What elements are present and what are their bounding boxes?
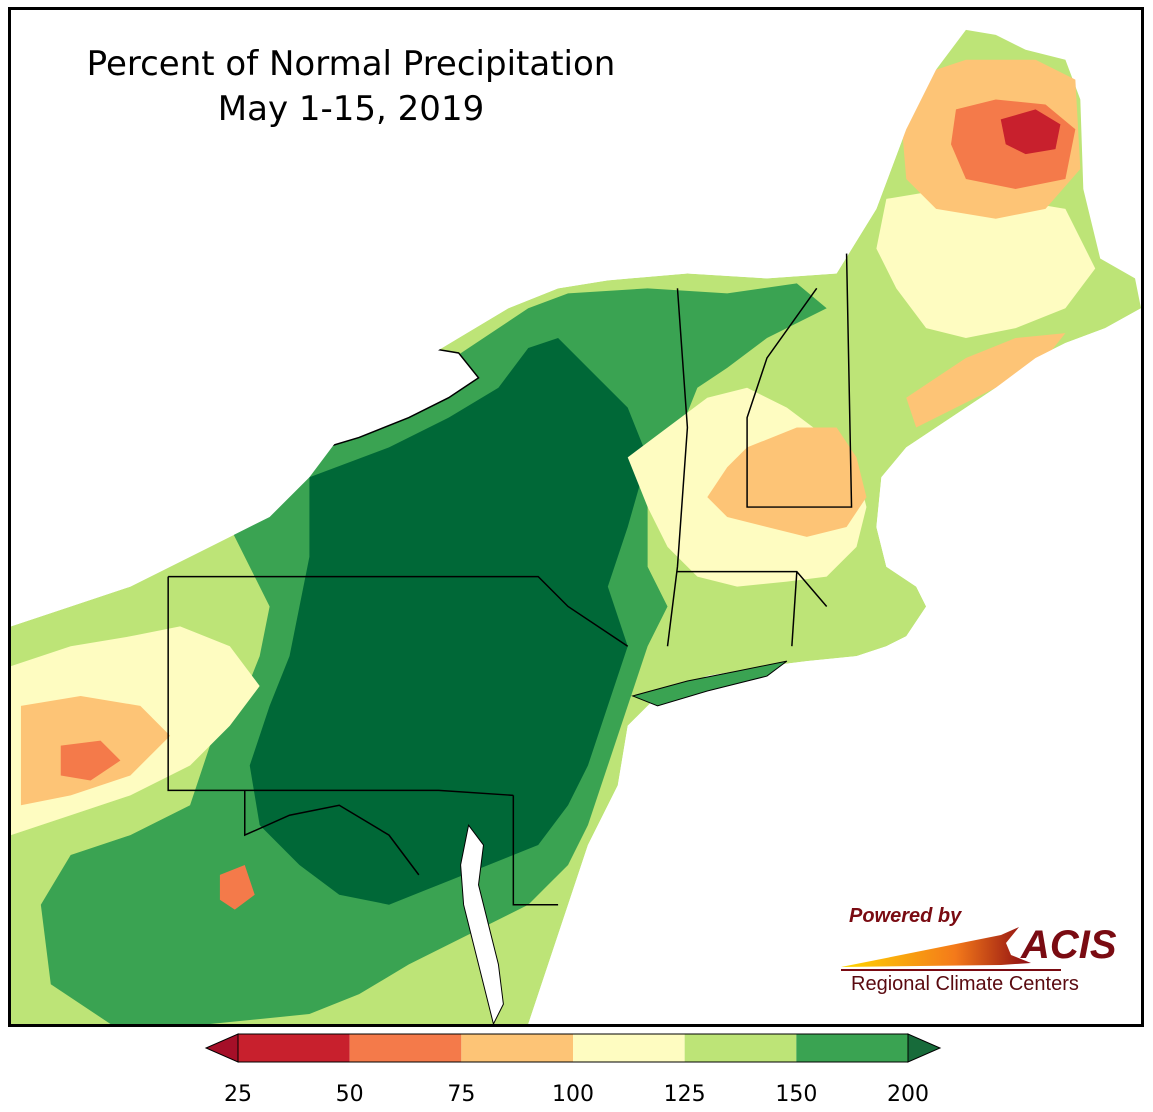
- legend-tick-label: 200: [887, 1082, 929, 1107]
- legend-bin: [461, 1034, 573, 1062]
- color-legend: 25 50 75 100 125 150 200: [200, 1030, 950, 1112]
- legend-tick-label: 75: [447, 1082, 476, 1107]
- legend-tick-label: 150: [775, 1082, 818, 1107]
- legend-tick-label: 25: [224, 1082, 252, 1107]
- legend-tick-label: 125: [663, 1082, 706, 1107]
- deepest-green-region: [249, 338, 648, 905]
- northwest-water: [11, 10, 966, 627]
- legend-border: [237, 1033, 909, 1063]
- legend-colorbar: [204, 1033, 942, 1063]
- western-red-patch: [60, 740, 121, 781]
- legend-bin: [349, 1034, 462, 1062]
- precipitation-map: [11, 10, 1141, 1024]
- map-title: Percent of Normal Precipitation: [86, 44, 616, 84]
- legend-bin: [796, 1034, 908, 1062]
- state-borders: [167, 253, 853, 906]
- flame-swoosh-icon: [841, 927, 1061, 971]
- southwest-orange-patch: [219, 864, 255, 910]
- legend-bin: [684, 1034, 797, 1062]
- map-subtitle: May 1-15, 2019: [217, 89, 485, 129]
- legend-tick-label: 100: [552, 1082, 594, 1107]
- legend-tick-label: 50: [335, 1082, 364, 1107]
- legend-bin: [573, 1034, 685, 1062]
- legend-below-arrow: [204, 1033, 239, 1063]
- long-island: [631, 660, 788, 707]
- maine-red-region: [1000, 109, 1061, 155]
- chesapeake-bay: [460, 823, 504, 1024]
- legend-bin: [238, 1034, 350, 1062]
- map-frame: Percent of Normal Precipitation May 1-15…: [8, 7, 1144, 1027]
- acis-logo: Powered by ACIS Regional Climate Centers: [831, 905, 1131, 1005]
- maine-coast-orange: [906, 333, 1066, 428]
- logo-org: Regional Climate Centers: [851, 973, 1079, 995]
- legend-above-arrow: [907, 1033, 942, 1063]
- logo-brand: ACIS: [1021, 923, 1117, 967]
- maine-yellow-region: [876, 188, 1096, 339]
- atlantic-ocean: [528, 308, 1141, 1024]
- logo-powered-by: Powered by: [849, 905, 962, 927]
